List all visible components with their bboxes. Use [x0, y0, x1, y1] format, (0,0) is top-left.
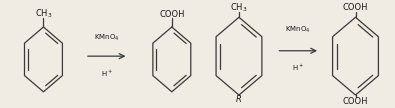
- Text: R: R: [236, 95, 242, 104]
- Text: $\mathregular{CH_3}$: $\mathregular{CH_3}$: [230, 1, 248, 14]
- Text: COOH: COOH: [159, 10, 184, 19]
- Text: $\mathregular{H^+}$: $\mathregular{H^+}$: [292, 63, 304, 73]
- Text: COOH: COOH: [343, 3, 368, 12]
- Text: $\mathregular{CH_3}$: $\mathregular{CH_3}$: [35, 8, 52, 20]
- Text: $\mathregular{H^+}$: $\mathregular{H^+}$: [101, 68, 113, 79]
- Text: $\mathregular{KMnO_4}$: $\mathregular{KMnO_4}$: [286, 25, 311, 35]
- Text: COOH: COOH: [343, 97, 368, 106]
- Text: $\mathregular{KMnO_4}$: $\mathregular{KMnO_4}$: [94, 33, 119, 43]
